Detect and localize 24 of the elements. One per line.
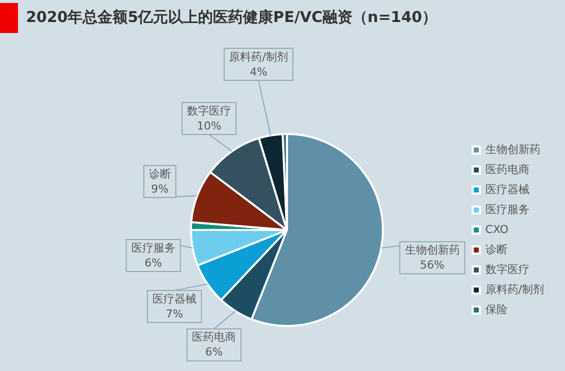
legend-label: CXO: [485, 222, 509, 236]
data-label: 4%: [250, 65, 268, 78]
legend-label: 医药电商: [485, 162, 530, 176]
legend-label: 生物创新药: [485, 142, 540, 156]
data-label: 10%: [196, 119, 222, 132]
slice-label: 医药电商: [192, 330, 236, 344]
legend-label: 医疗器械: [485, 182, 530, 196]
legend-label: 原料药/制剂: [485, 282, 544, 296]
slice-label: 医疗服务: [131, 241, 176, 254]
slice-label: 生物创新药: [404, 244, 460, 257]
data-label: 56%: [420, 258, 444, 272]
data-label: 6%: [205, 346, 223, 359]
data-label: 9%: [151, 182, 169, 196]
slice-label: 原料药/制剂: [229, 50, 288, 64]
chart-title: 2020年总金额5亿元以上的医药健康PE/VC融资（n=140）: [26, 8, 438, 27]
legend-label: 医疗服务: [485, 202, 530, 216]
legend-label: 诊断: [485, 242, 508, 256]
data-label: 6%: [144, 256, 162, 270]
slice-label: 诊断: [148, 167, 171, 180]
legend-label: 数字医疗: [485, 262, 530, 276]
slice-label: 医疗器械: [152, 292, 196, 306]
data-label: 7%: [166, 307, 184, 320]
slice-label: 数字医疗: [187, 104, 232, 118]
legend-label: 保险: [485, 302, 508, 316]
